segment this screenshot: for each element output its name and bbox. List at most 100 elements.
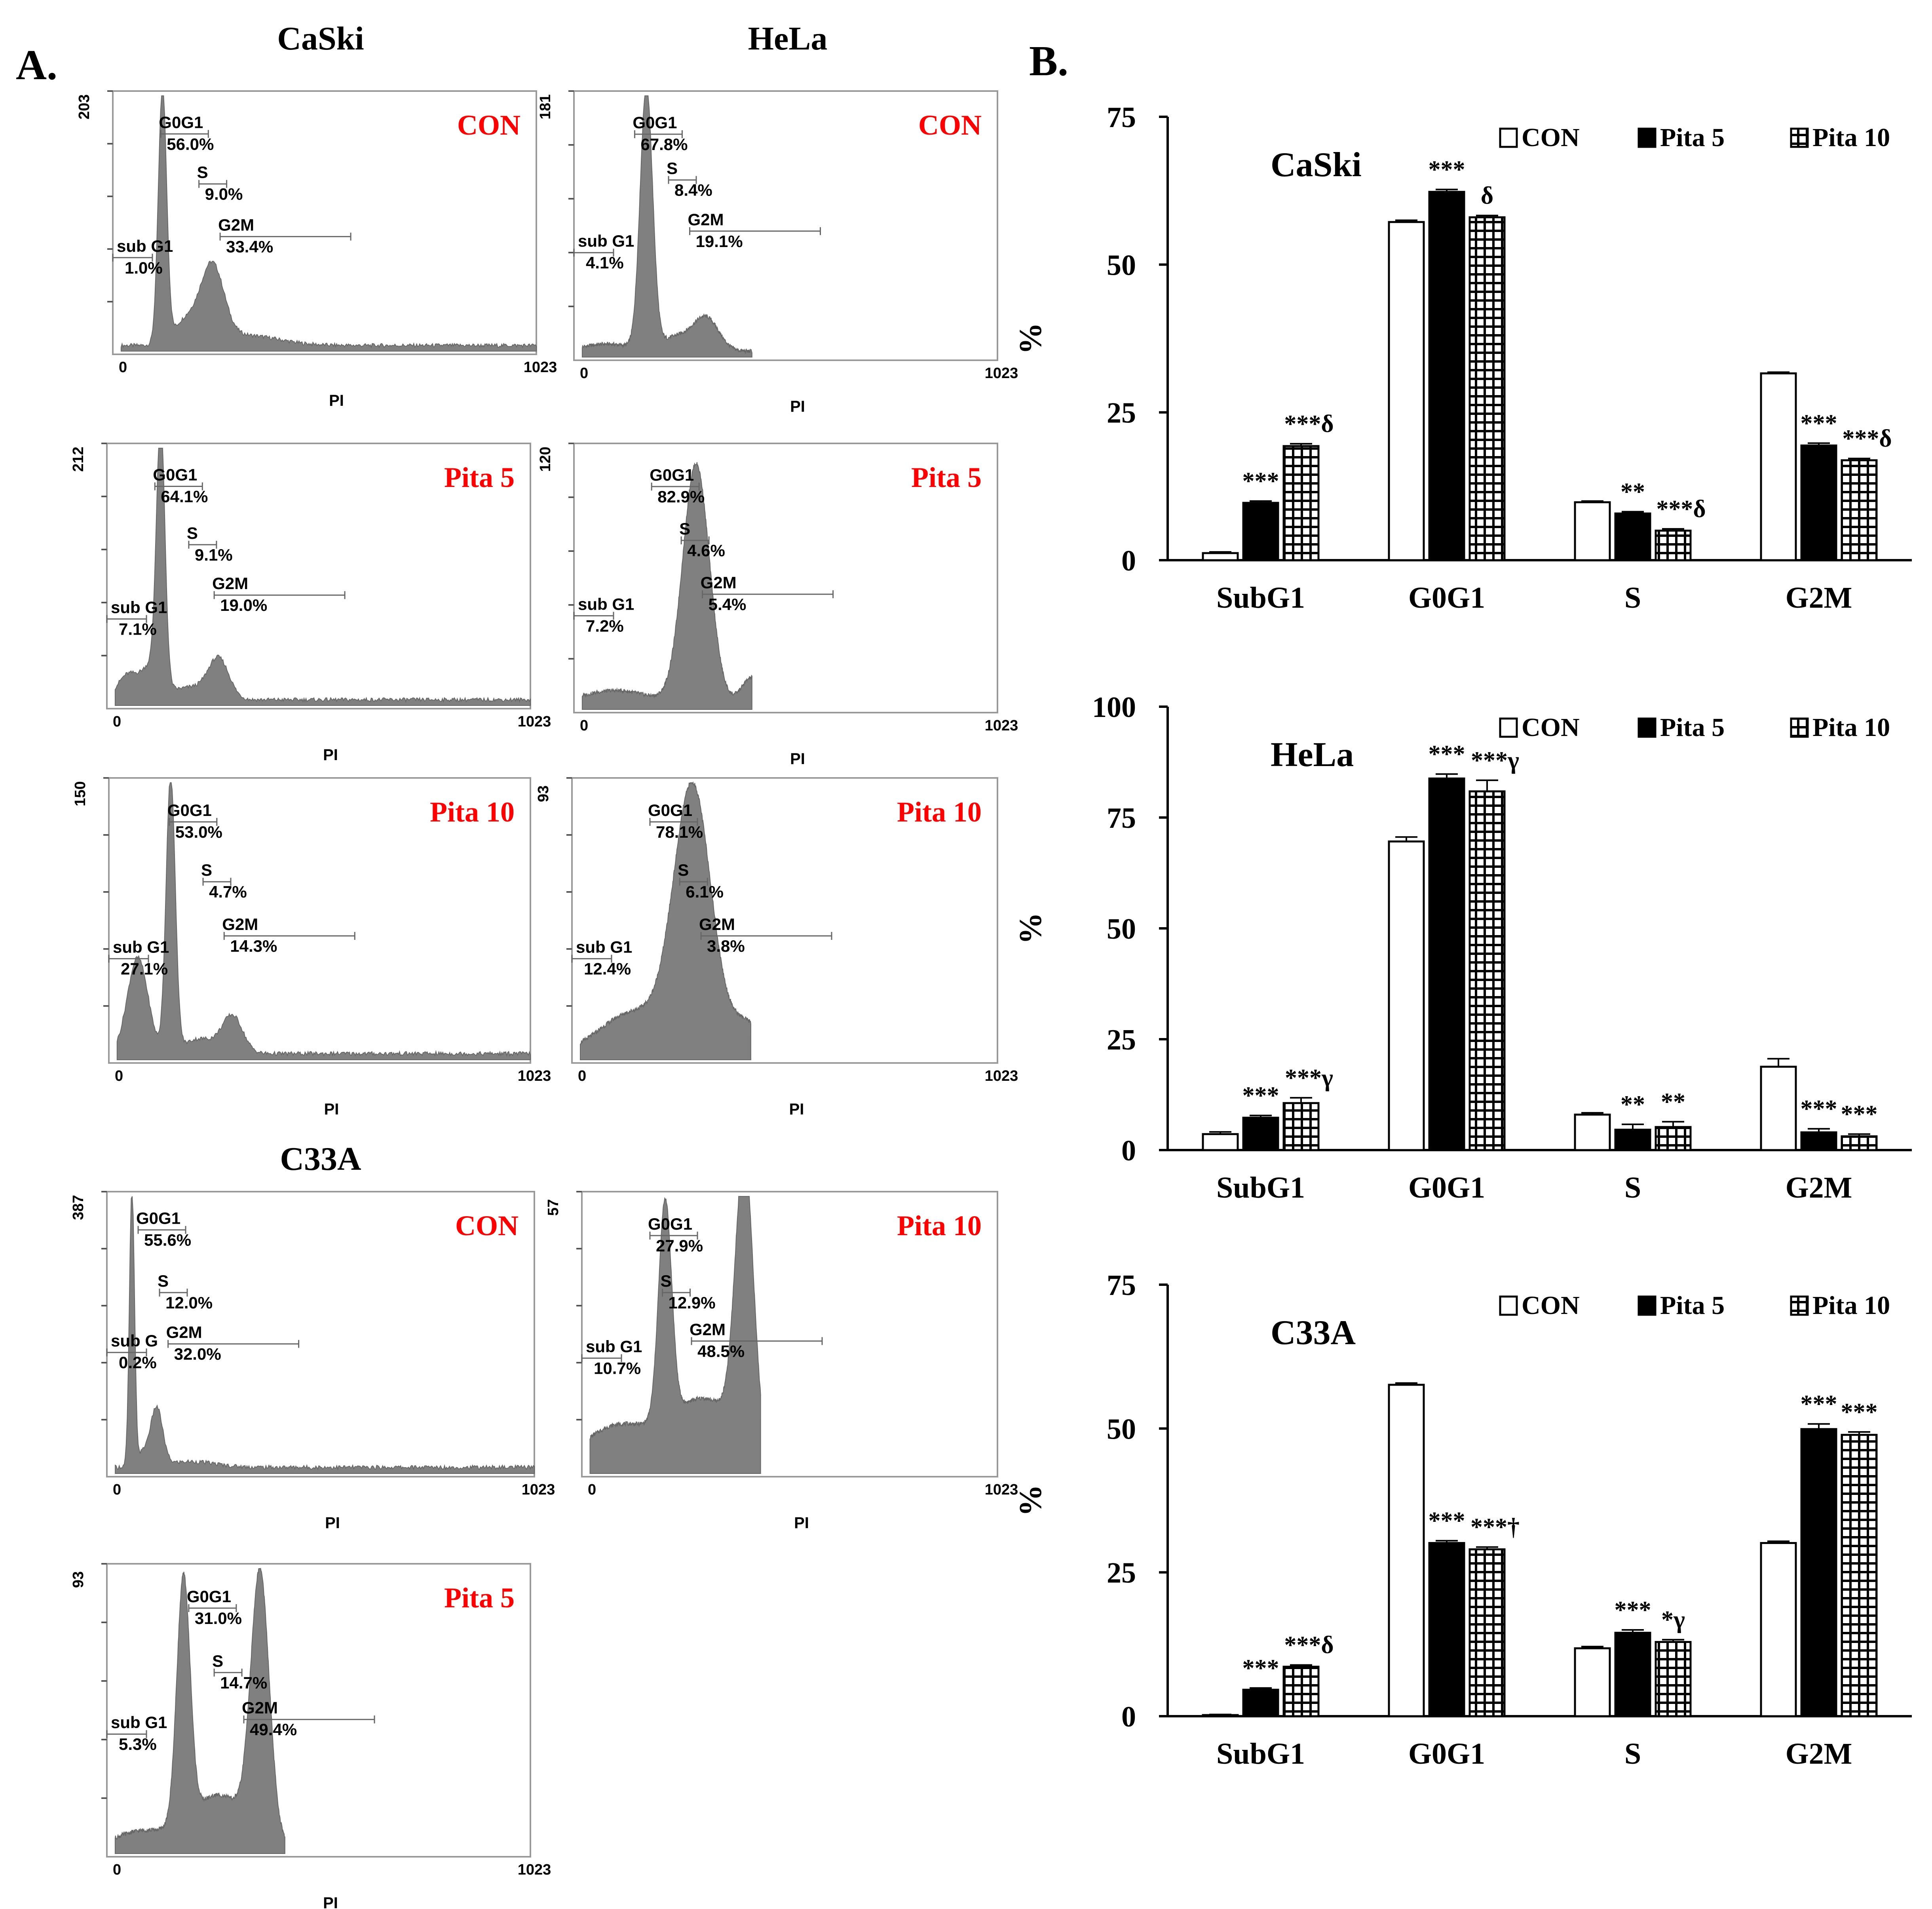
x-axis-label: PI: [794, 1514, 809, 1532]
bar: [1841, 1434, 1878, 1717]
histogram-hela-pita10: 93 0 1023 PI Pita 10 G0G1 78.1% S 6.1% G2M 3.8% sub…: [535, 777, 1018, 1118]
gate-name: sub G1: [586, 1337, 642, 1356]
gate-g2m: G2M 49.4%: [242, 1698, 375, 1739]
histogram-area: [116, 782, 531, 1060]
gate-g0g1: G0G1 64.1%: [153, 466, 208, 506]
significance-label: **: [1661, 1088, 1685, 1115]
treatment-label: CON: [455, 1210, 519, 1242]
bar: [1655, 1126, 1692, 1151]
gate-name: G0G1: [650, 466, 694, 484]
gate-g2m: G2M 5.4%: [701, 573, 834, 614]
gate-name: sub G1: [117, 237, 173, 255]
x-max-label: 1023: [524, 359, 557, 376]
bar: [1242, 1688, 1279, 1717]
histogram-area: [114, 1567, 285, 1854]
x-axis-label: PI: [323, 1894, 338, 1909]
x-tick-label: G0G1: [1408, 581, 1485, 614]
y-max-label: 212: [70, 447, 87, 472]
gate-sub-g1: sub G1 7.2%: [573, 595, 634, 635]
y-max-label: 150: [72, 781, 89, 806]
x-axis-label: PI: [789, 1101, 804, 1118]
chart-title: HeLa: [1271, 736, 1354, 774]
gate-value: 53.0%: [175, 823, 222, 841]
bar: [1800, 1428, 1837, 1717]
bar: [1202, 1133, 1239, 1151]
gate-g0g1: G0G1 55.6%: [136, 1209, 191, 1249]
gate-name: sub G1: [113, 938, 169, 956]
significance-label: ***δ: [1656, 496, 1706, 523]
gate-value: 8.4%: [674, 181, 712, 200]
treatment-label: Pita 5: [911, 462, 982, 493]
x-axis-label: PI: [790, 750, 805, 768]
gate-name: G0G1: [187, 1587, 231, 1606]
y-axis-label: %: [1013, 913, 1048, 944]
x-min-label: 0: [588, 1481, 596, 1498]
gate-g2m: G2M 19.1%: [688, 210, 821, 251]
treatment-label: Pita 10: [897, 796, 982, 828]
x-tick-label: G0G1: [1408, 1737, 1485, 1770]
legend-swatch: [1638, 1295, 1657, 1316]
gate-value: 78.1%: [656, 823, 703, 841]
x-axis-label: PI: [324, 1101, 339, 1118]
significance-label: ***: [1841, 1101, 1878, 1128]
x-max-label: 1023: [518, 1068, 551, 1084]
gate-s: S 4.7%: [201, 861, 247, 901]
gate-name: S: [667, 159, 678, 178]
treatment-label: Pita 5: [444, 462, 515, 493]
x-max-label: 1023: [985, 1481, 1018, 1498]
x-min-label: 0: [113, 713, 121, 730]
histogram-caski-con: 203 0 1023 PI CON G0G1 56.0% S 9.0% G2M 33.4% sub G…: [76, 90, 557, 409]
gate-g0g1: G0G1 31.0%: [187, 1587, 242, 1628]
gate-g0g1: G0G1 56.0%: [159, 113, 214, 153]
gate-g2m: G2M 32.0%: [166, 1323, 300, 1363]
gate-name: G0G1: [153, 466, 197, 484]
significance-label: ***: [1801, 410, 1837, 437]
gate-value: 82.9%: [657, 487, 705, 506]
panel-a-label: A.: [16, 42, 57, 89]
legend: CON Pita 5 Pita 10: [1499, 123, 1890, 152]
legend-label: Pita 5: [1660, 713, 1725, 742]
x-axis-label: PI: [790, 398, 805, 415]
significance-label: δ: [1481, 182, 1493, 209]
histogram-frame: [573, 443, 998, 713]
bar: [1468, 216, 1506, 561]
bar: [1655, 1641, 1692, 1717]
histogram-frame: [573, 90, 998, 361]
gate-value: 1.0%: [125, 259, 163, 277]
bar: [1202, 552, 1239, 561]
bar: [1428, 1542, 1465, 1717]
histogram-frame: [112, 90, 537, 355]
x-min-label: 0: [115, 1068, 123, 1084]
bar: [1282, 1102, 1320, 1151]
gate-g0g1: G0G1 67.8%: [633, 113, 688, 154]
gate-value: 4.6%: [687, 541, 725, 560]
legend-label: Pita 10: [1812, 713, 1890, 742]
bar: [1841, 1135, 1878, 1151]
bar: [1760, 1065, 1797, 1151]
bar: [1760, 372, 1797, 561]
significance-label: ***: [1801, 1095, 1837, 1122]
y-max-label: 93: [70, 1571, 87, 1588]
x-tick-label: SubG1: [1216, 1737, 1305, 1770]
y-tick-label: 50: [1107, 1413, 1136, 1445]
y-tick-label: 75: [1107, 802, 1136, 835]
bar: [1388, 221, 1425, 561]
x-min-label: 0: [578, 1068, 586, 1084]
x-max-label: 1023: [985, 717, 1018, 734]
histogram-c33a-con: 387 0 1023 PI CON G0G1 55.6% S 12.0% G2M 32.0% sub …: [70, 1191, 555, 1532]
histogram-area: [114, 448, 531, 706]
histogram-frame: [106, 1191, 535, 1477]
gate-value: 4.7%: [209, 882, 247, 901]
gate-value: 14.3%: [230, 937, 277, 955]
y-tick-label: 75: [1107, 1269, 1136, 1302]
gate-name: sub G: [111, 1331, 158, 1350]
bar: [1388, 840, 1425, 1151]
panel-b-label: B.: [1029, 38, 1068, 85]
gate-name: G0G1: [648, 1215, 692, 1233]
x-tick-label: G2M: [1786, 1171, 1852, 1204]
y-tick-label: 75: [1107, 101, 1136, 134]
significance-label: ***: [1242, 1655, 1279, 1682]
